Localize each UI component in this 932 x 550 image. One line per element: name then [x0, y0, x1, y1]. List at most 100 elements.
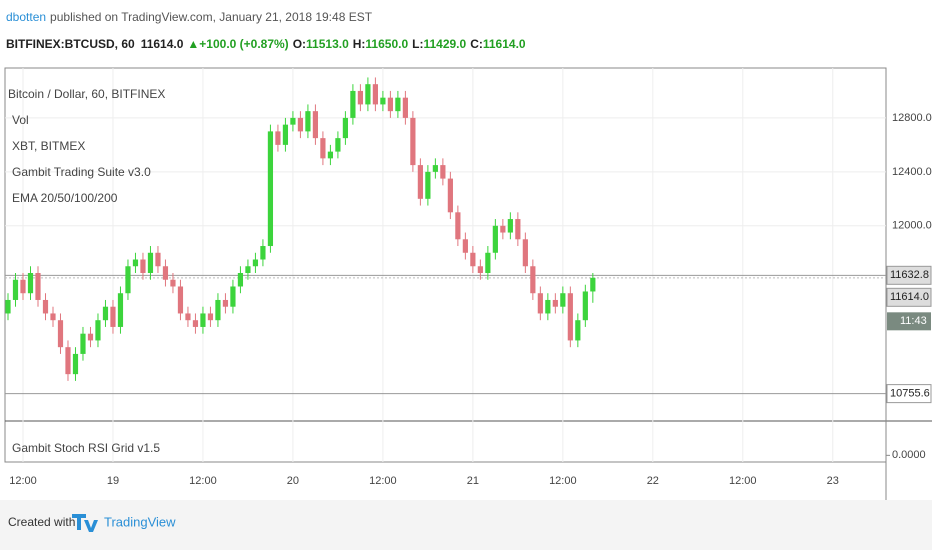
indicator-label: Gambit Trading Suite v3.0	[12, 165, 151, 179]
candle-body	[282, 124, 289, 145]
countdown: 11:43	[900, 315, 927, 327]
x-tick-label: 19	[107, 475, 119, 487]
candle-body	[185, 313, 191, 321]
tradingview-logo	[72, 514, 98, 532]
candle-body	[222, 299, 229, 307]
candle-body	[102, 306, 109, 321]
candle-body	[230, 286, 236, 307]
candle-body	[552, 299, 558, 307]
x-tick-label: 23	[827, 475, 839, 487]
x-tick-label: 12:00	[549, 475, 577, 487]
candle-body	[335, 138, 341, 152]
open-label: O:	[293, 37, 306, 51]
close-label: C:	[470, 37, 483, 51]
candle-body	[260, 246, 266, 260]
indicator-label: Bitcoin / Dollar, 60, BITFINEX	[8, 87, 165, 101]
candle-body	[290, 117, 296, 125]
candle-body	[417, 165, 423, 199]
candle-body	[267, 131, 274, 247]
candle-body	[440, 165, 446, 179]
price-tag: 10755.6	[890, 388, 930, 400]
candle-body	[425, 171, 431, 199]
candle-body	[380, 97, 386, 105]
candle-body	[125, 266, 131, 294]
candle-body	[275, 131, 281, 145]
candle-body	[192, 320, 199, 327]
last-price: 11614.0	[141, 37, 184, 51]
x-tick-label: 20	[287, 475, 299, 487]
high-value: 11650.0	[365, 37, 408, 51]
candle-body	[402, 97, 408, 118]
candle-body	[5, 299, 11, 314]
candle-body	[395, 97, 401, 112]
candle-body	[245, 266, 251, 273]
candle-body	[35, 272, 41, 300]
close-value: 11614.0	[483, 37, 526, 51]
candle-body	[470, 252, 476, 267]
candle-body	[162, 266, 169, 280]
price-tag-bg	[886, 265, 932, 285]
candle-body	[50, 313, 56, 321]
candle-body	[177, 286, 184, 314]
high-label: H:	[353, 37, 366, 51]
publish-line: dbotten published on TradingView.com, Jan…	[6, 10, 373, 24]
x-tick-label: 12:00	[189, 475, 217, 487]
x-tick-label: 12:00	[729, 475, 757, 487]
oscillator-label: Gambit Stoch RSI Grid v1.5	[12, 441, 160, 455]
candle-body	[297, 117, 304, 132]
candle-body	[65, 347, 71, 375]
indicator-label: Vol	[12, 113, 29, 127]
candle-body	[140, 259, 146, 273]
candle-body	[80, 333, 86, 354]
candle-body	[387, 97, 393, 112]
candle-body	[57, 320, 64, 348]
candle-body	[455, 212, 461, 240]
price-tag: 11614.0	[890, 291, 929, 303]
brand[interactable]: TradingView	[104, 514, 176, 529]
candle-body	[342, 117, 349, 139]
change: ▲+100.0 (+0.87%)	[187, 37, 288, 51]
candle-body	[200, 313, 206, 327]
symbol: BITFINEX:BTCUSD, 60	[6, 37, 135, 51]
candle-body	[462, 239, 468, 253]
candle-body	[522, 239, 528, 267]
candle-body	[12, 279, 19, 300]
candle-body	[170, 279, 176, 287]
low-value: 11429.0	[423, 37, 466, 51]
candle-body	[237, 272, 244, 287]
candle-body	[117, 293, 124, 327]
candle-body	[20, 279, 26, 294]
indicator-label: EMA 20/50/100/200	[12, 191, 118, 205]
price-tag: 11632.8	[890, 269, 929, 281]
y-tick-label: 12000.0	[892, 220, 932, 232]
candle-body	[42, 299, 49, 314]
price-tag-bg	[886, 287, 932, 307]
candle-body	[477, 266, 483, 273]
indicator-label: XBT, BITMEX	[12, 139, 85, 153]
candle-body	[72, 353, 79, 375]
candle-body	[545, 299, 551, 314]
candle-body	[252, 259, 259, 267]
candle-body	[575, 320, 581, 341]
author[interactable]: dbotten	[6, 10, 46, 24]
candle-body	[207, 313, 214, 321]
open-value: 11513.0	[306, 37, 349, 51]
y-tick-label: 12400.0	[892, 166, 932, 178]
candle-body	[537, 293, 543, 314]
candle-body	[110, 306, 116, 327]
candle-body	[507, 219, 513, 233]
published-text: published on TradingView.com, January 21…	[50, 10, 373, 24]
candle-body	[447, 178, 453, 213]
candle-body	[492, 225, 498, 253]
candle-body	[357, 90, 363, 105]
candle-body	[320, 138, 326, 159]
candle-body	[95, 320, 101, 341]
candle-body	[372, 84, 378, 105]
price-tag-bg	[886, 384, 932, 404]
x-tick-label: 22	[647, 475, 659, 487]
low-label: L:	[412, 37, 423, 51]
candle-body	[515, 219, 521, 240]
candle-body	[147, 252, 154, 273]
footer-band	[0, 500, 932, 550]
